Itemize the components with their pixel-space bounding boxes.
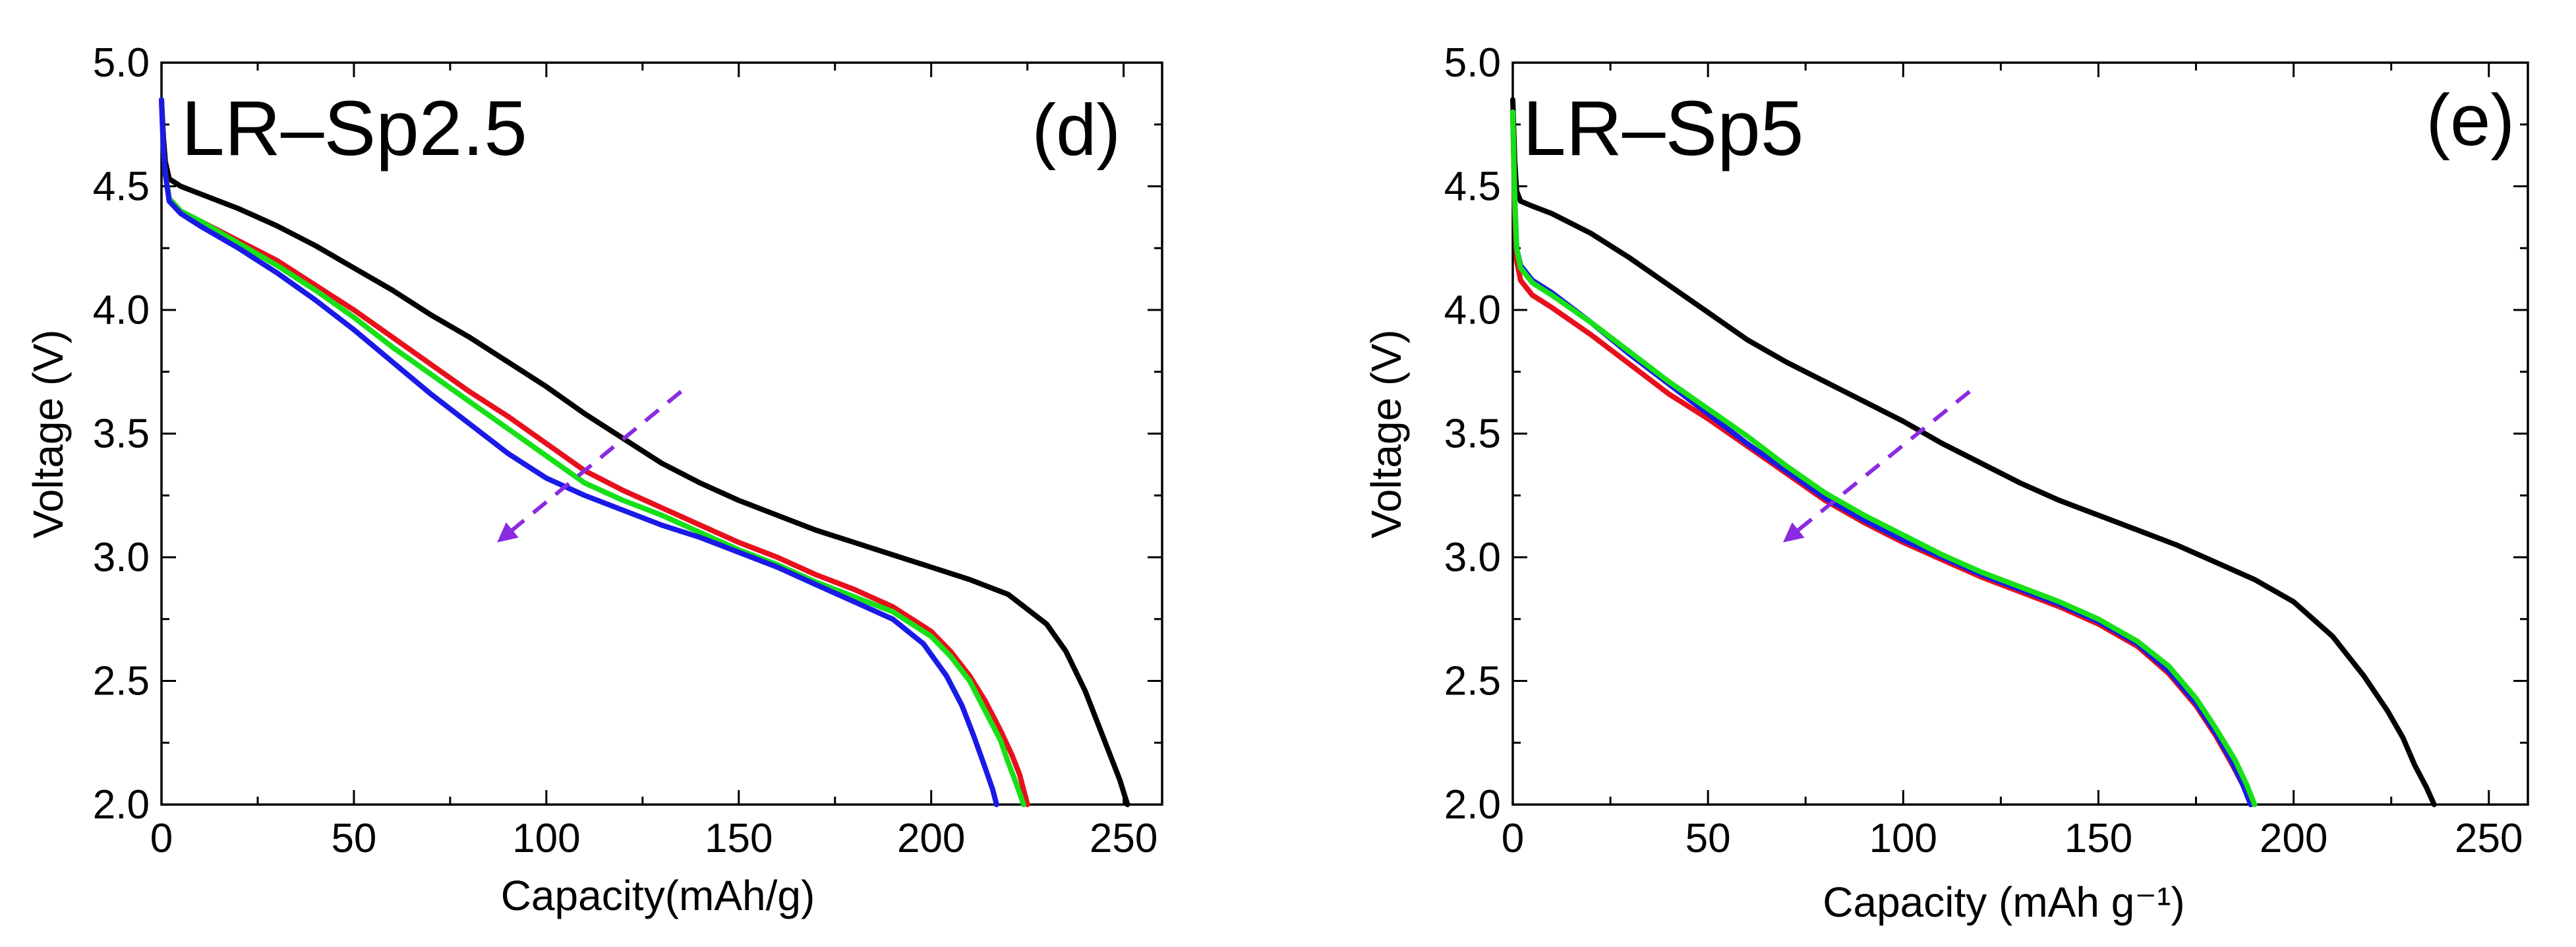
panel-e-ylabel: Voltage (V) [1362, 330, 1410, 539]
series-line-blue [1510, 109, 2254, 807]
x-tick-label: 150 [705, 816, 773, 861]
x-tick-label: 100 [512, 816, 580, 861]
panel-e-curves [1510, 97, 2437, 807]
y-tick-label: 2.5 [1444, 659, 1501, 704]
y-tick-label: 3.0 [1444, 535, 1501, 580]
trend-arrow [497, 390, 683, 543]
panel-d-plot-frame [160, 61, 1163, 806]
y-tick-label: 2.0 [1444, 782, 1501, 828]
y-tick-label: 4.5 [93, 164, 150, 210]
panel-d-x-axis: 0 50 100 150 200 250 [150, 63, 1157, 861]
series-line-red [159, 97, 1030, 807]
y-tick-label: 3.5 [93, 412, 150, 457]
x-tick-label: 250 [1090, 816, 1157, 861]
panel-d-curves [159, 97, 1130, 807]
x-tick-label: 100 [1869, 816, 1937, 861]
y-tick-label: 2.5 [93, 659, 150, 704]
y-tick-label: 5.0 [1444, 40, 1501, 86]
y-tick-label: 4.0 [1444, 288, 1501, 333]
series-line-blue [159, 97, 999, 807]
x-tick-label: 50 [331, 816, 376, 861]
panel-d-y-axis: 2.0 2.5 3.0 3.5 4.0 4.5 5.0 [93, 40, 1162, 828]
y-tick-label: 5.0 [93, 40, 150, 86]
x-tick-label: 200 [897, 816, 965, 861]
series-line-black [1510, 97, 2437, 807]
y-tick-label: 2.0 [93, 782, 150, 828]
panel-d-chart: 0 50 100 150 200 250 2.0 2.5 3.0 3.5 4.0 4.5 5.0 LR… [24, 40, 1163, 919]
y-tick-label: 4.5 [1444, 164, 1501, 210]
panel-e-x-axis: 0 50 100 150 200 250 [1502, 63, 2523, 861]
series-line-green [1510, 109, 2258, 807]
panel-e-chart: 0 50 100 150 200 250 2.0 2.5 3.0 3.5 4.0 4.5 5.0 LR… [1362, 40, 2529, 926]
x-tick-label: 250 [2455, 816, 2523, 861]
series-line-green [159, 97, 1026, 807]
panel-e-xlabel: Capacity (mAh g⁻¹) [1823, 878, 2184, 926]
x-tick-label: 200 [2260, 816, 2327, 861]
panel-d-annotations [497, 390, 683, 543]
panel-e-title: LR–Sp5 [1523, 85, 1803, 172]
x-tick-label: 50 [1685, 816, 1731, 861]
x-tick-label: 0 [1502, 816, 1524, 861]
series-line-red [1510, 109, 2254, 807]
panel-e-y-axis: 2.0 2.5 3.0 3.5 4.0 4.5 5.0 [1444, 40, 2528, 828]
panel-d-ylabel: Voltage (V) [24, 330, 72, 539]
y-tick-label: 3.5 [1444, 412, 1501, 457]
x-tick-label: 0 [150, 816, 173, 861]
panel-d-xlabel: Capacity(mAh/g) [501, 872, 815, 919]
panel-e-annotations [1782, 390, 1971, 543]
x-tick-label: 150 [2064, 816, 2132, 861]
y-tick-label: 4.0 [93, 288, 150, 333]
panel-e-tag: (e) [2426, 80, 2515, 161]
panel-d-tag: (d) [1032, 90, 1121, 171]
panel-d-title: LR–Sp2.5 [181, 85, 527, 172]
y-tick-label: 3.0 [93, 535, 150, 580]
series-line-black [159, 97, 1130, 807]
trend-arrow [1782, 390, 1971, 543]
